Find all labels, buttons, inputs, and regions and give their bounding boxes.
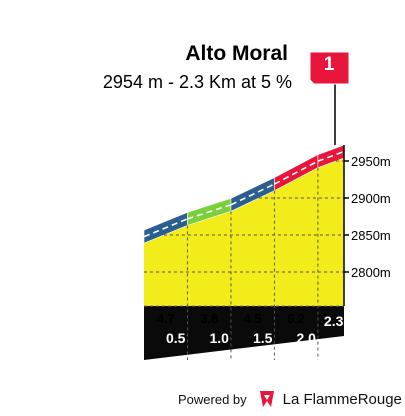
profile-face	[144, 158, 344, 306]
elevation-tick-label: 2900m	[351, 191, 391, 206]
gradient-label: 4.7	[157, 311, 175, 326]
distance-label: 2.3	[324, 313, 344, 329]
gradient-label: 6.2	[287, 311, 305, 326]
road-centre-line	[143, 218, 188, 238]
footer-credit: Powered by La Flamme Rouge	[178, 389, 402, 409]
road-centre-line	[187, 204, 232, 220]
distance-label: 1.0	[209, 330, 229, 346]
climb-title: Alto Moral	[185, 42, 288, 65]
powered-by-text: Powered by	[178, 391, 247, 407]
distance-band	[144, 306, 344, 360]
elevation-tick-label: 2950m	[351, 154, 391, 169]
elevation-tick-label: 2800m	[351, 265, 391, 280]
gradient-label: 4.5	[244, 311, 262, 326]
road-centre-line	[230, 183, 275, 206]
distance-label: 2.0	[296, 330, 316, 346]
elevation-tick-label: 2850m	[351, 228, 391, 243]
category-flag-number: 1	[323, 54, 335, 75]
gradient-label: 6.1	[322, 311, 340, 326]
distance-label: 0.5	[166, 330, 186, 346]
flamme-rouge-logo-icon	[259, 391, 274, 407]
road-centre-line	[274, 160, 319, 185]
road-centre-line	[317, 150, 345, 162]
distance-label: 1.5	[253, 330, 273, 346]
brand-name-part1: La Flamme	[282, 390, 358, 408]
brand-name-part2: Rouge	[357, 390, 402, 408]
category-flag	[309, 51, 350, 85]
climb-summary: 2954 m - 2.3 Km at 5 %	[102, 72, 292, 92]
gradient-label: 3.8	[200, 311, 218, 326]
